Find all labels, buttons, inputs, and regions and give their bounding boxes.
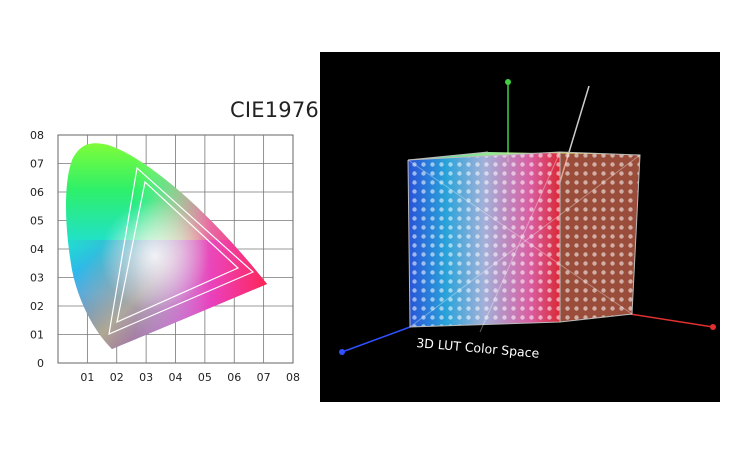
cie-y-tick-label: 05 bbox=[30, 215, 44, 228]
cie-y-tick-label: 08 bbox=[30, 129, 44, 142]
cie-chart: 0 01 02 03 04 05 06 07 08 01 02 03 04 05 06 07 08 bbox=[30, 129, 300, 384]
lut-cube-edges bbox=[407, 151, 641, 328]
gamut-triangle-outer bbox=[108, 166, 255, 335]
cie-x-tick-label: 08 bbox=[286, 371, 300, 384]
cie-y-tick-label: 01 bbox=[30, 329, 44, 342]
lut-x-axis-end bbox=[710, 324, 716, 330]
cie-y-tick-label: 07 bbox=[30, 158, 44, 171]
cie-y-tick-label: 04 bbox=[30, 243, 44, 256]
cie-y-tick-label: 06 bbox=[30, 186, 44, 199]
lut-y-axis-end bbox=[505, 79, 511, 85]
lut-cube-graphic: 3D LUT Color Space bbox=[339, 79, 716, 361]
cie-y-tick-label: 02 bbox=[30, 300, 44, 313]
cie-x-tick-label: 07 bbox=[257, 371, 271, 384]
cie-x-tick-labels: 01 02 03 04 05 06 07 08 bbox=[80, 371, 300, 384]
cie-y-tick-label: 0 bbox=[37, 357, 44, 370]
gamut-triangle-inner bbox=[116, 180, 240, 324]
lut-dot-grid-side bbox=[560, 152, 640, 322]
cie-y-tick-label: 03 bbox=[30, 272, 44, 285]
cie-x-tick-label: 06 bbox=[227, 371, 241, 384]
lut-x-axis bbox=[629, 313, 714, 328]
lut-panel: 3D LUT Color Space bbox=[320, 52, 720, 402]
cie-x-tick-label: 02 bbox=[110, 371, 124, 384]
lut-z-axis-end bbox=[339, 349, 345, 355]
cie-y-tick-labels: 0 01 02 03 04 05 06 07 08 bbox=[30, 129, 44, 370]
cie-x-tick-label: 01 bbox=[80, 371, 94, 384]
cie-x-tick-label: 05 bbox=[198, 371, 212, 384]
cie-title: CIE1976 bbox=[230, 98, 319, 122]
lut-label: 3D LUT Color Space bbox=[416, 335, 540, 361]
cie-x-tick-label: 03 bbox=[139, 371, 153, 384]
cie-gamut-horseshoe bbox=[65, 143, 267, 349]
lut-diagonals bbox=[407, 151, 641, 333]
lut-z-axis bbox=[341, 326, 411, 353]
cie-x-tick-label: 04 bbox=[169, 371, 183, 384]
lut-dot-grid bbox=[408, 152, 560, 327]
